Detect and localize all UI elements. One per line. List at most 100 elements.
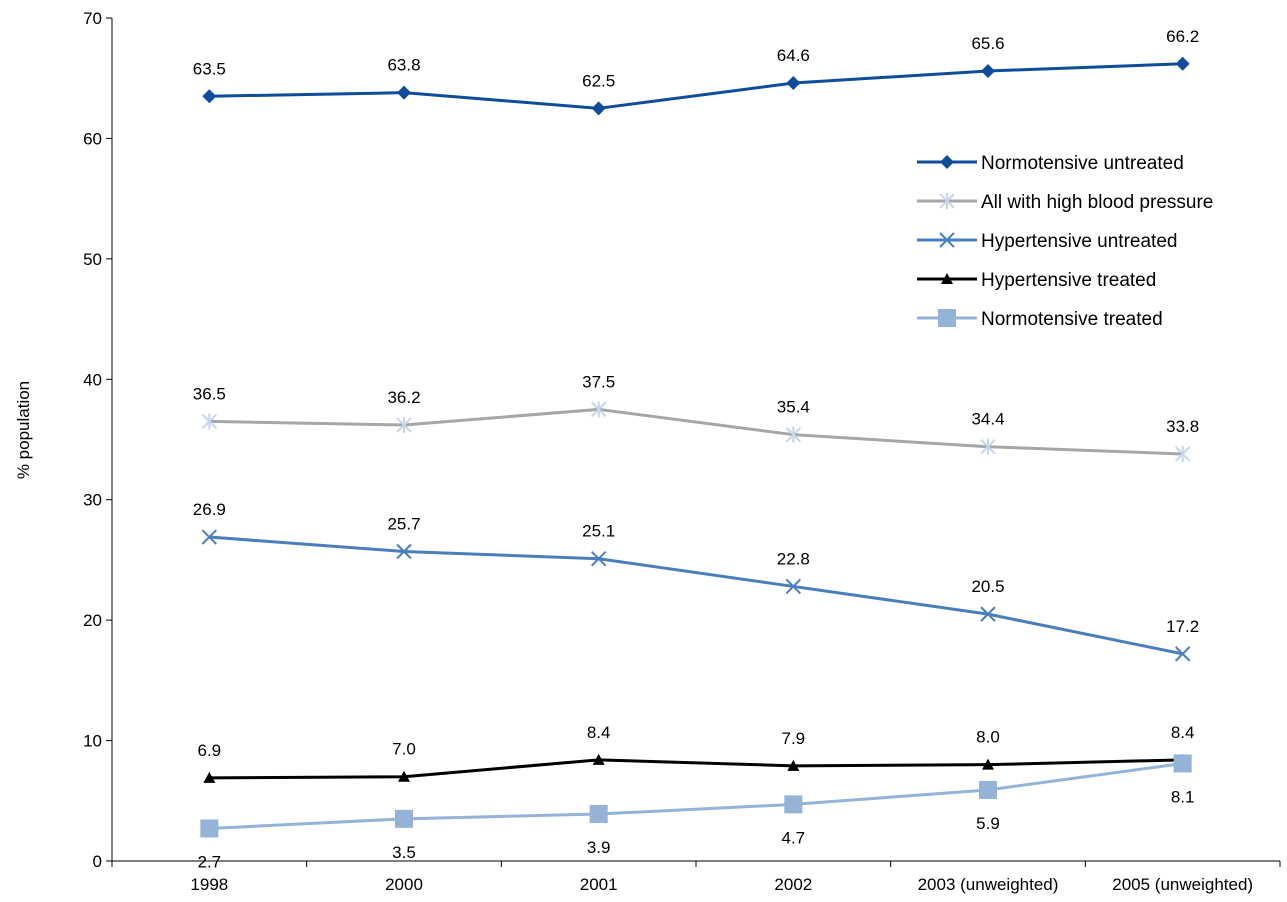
data-label-normotensive-untreated-2002: 64.6 (777, 46, 810, 65)
point-hypertensive-untreated-2000 (396, 543, 412, 560)
y-axis-title: % population (14, 381, 33, 479)
series-line-hypertensive-untreated (209, 535, 1183, 656)
legend-item-hypertensive-treated: Hypertensive treated (917, 270, 1156, 291)
data-label-hypertensive-untreated-2005-unweighted: 17.2 (1166, 617, 1199, 636)
data-label-all-with-high-blood-pressure-1998: 36.5 (193, 384, 226, 403)
point-normotensive-untreated-2000 (397, 85, 411, 100)
point-hypertensive-treated-2001 (592, 753, 605, 765)
point-normotensive-untreated-2002 (786, 76, 801, 91)
legend-marker-all-with-high-blood-pressure (939, 193, 955, 209)
x-tick-label-2000: 2000 (385, 875, 423, 894)
data-label-hypertensive-treated-2002: 7.9 (782, 729, 806, 748)
data-label-normotensive-untreated-1998: 63.5 (193, 59, 226, 78)
point-normotensive-untreated-1998 (202, 89, 217, 104)
point-hypertensive-untreated-1998 (201, 529, 218, 545)
point-all-with-high-blood-pressure-2005-unweighted (1174, 445, 1191, 462)
data-label-normotensive-untreated-2003-unweighted: 65.6 (971, 34, 1004, 53)
series-line-normotensive-untreated (209, 62, 1183, 110)
legend-label-all-with-high-blood-pressure: All with high blood pressure (981, 192, 1213, 213)
legend: Normotensive untreated All with high bloo… (917, 153, 1213, 330)
point-normotensive-untreated-2001 (591, 101, 606, 116)
data-label-hypertensive-untreated-2001: 25.1 (582, 522, 615, 541)
data-label-hypertensive-untreated-2000: 25.7 (387, 514, 420, 533)
x-tick-label-2005-unweighted: 2005 (unweighted) (1112, 875, 1253, 894)
data-label-normotensive-treated-2005-unweighted: 8.1 (1171, 787, 1195, 806)
data-label-hypertensive-treated-2001: 8.4 (587, 723, 611, 742)
point-normotensive-treated-2005-unweighted (1173, 754, 1192, 773)
x-tick-label-1998: 1998 (190, 875, 228, 894)
point-hypertensive-untreated-2003-unweighted (980, 606, 996, 622)
x-tick-label-2003-unweighted: 2003 (unweighted) (918, 875, 1059, 894)
data-label-normotensive-treated-2000: 3.5 (392, 843, 416, 862)
legend-item-normotensive-untreated: Normotensive untreated (917, 153, 1184, 174)
legend-marker-hypertensive-treated (941, 273, 953, 284)
legend-marker-normotensive-untreated (940, 155, 954, 169)
data-label-hypertensive-treated-2003-unweighted: 8.0 (976, 728, 1000, 747)
legend-marker-normotensive-treated (938, 309, 956, 327)
data-label-normotensive-treated-2002: 4.7 (782, 828, 806, 847)
data-label-all-with-high-blood-pressure-2003-unweighted: 34.4 (971, 410, 1004, 429)
data-label-hypertensive-untreated-2002: 22.8 (777, 549, 810, 568)
y-tick-label: 60 (83, 129, 102, 148)
data-label-hypertensive-treated-2000: 7.0 (392, 740, 416, 759)
y-tick-label: 40 (83, 370, 102, 389)
y-tick-label: 0 (93, 852, 102, 871)
point-normotensive-untreated-2005-unweighted (1175, 56, 1190, 71)
y-tick-label: 30 (83, 491, 102, 510)
point-hypertensive-treated-2000 (398, 770, 410, 782)
data-label-normotensive-treated-2003-unweighted: 5.9 (976, 814, 1000, 833)
legend-item-all-with-high-blood-pressure: All with high blood pressure (917, 192, 1213, 213)
data-label-normotensive-untreated-2005-unweighted: 66.2 (1166, 27, 1199, 46)
legend-item-normotensive-treated: Normotensive treated (917, 309, 1163, 330)
series-line-all-with-high-blood-pressure (209, 407, 1183, 456)
y-tick-label: 10 (83, 732, 102, 751)
data-label-all-with-high-blood-pressure-2002: 35.4 (777, 398, 810, 417)
series-lines (209, 62, 1183, 830)
point-hypertensive-untreated-2001 (590, 551, 607, 567)
legend-marker-hypertensive-untreated (939, 232, 955, 248)
data-labels: 63.5 63.8 62.5 64.6 65.6 66.2 36.5 36.2 37.5 35.4… (193, 27, 1199, 872)
x-tick-label-2002: 2002 (774, 875, 812, 894)
data-label-hypertensive-untreated-1998: 26.9 (193, 500, 226, 519)
point-all-with-high-blood-pressure-2001 (590, 401, 607, 418)
legend-label-hypertensive-treated: Hypertensive treated (981, 270, 1156, 291)
data-label-all-with-high-blood-pressure-2005-unweighted: 33.8 (1166, 417, 1199, 436)
series-line-hypertensive-treated (209, 758, 1183, 780)
point-all-with-high-blood-pressure-2003-unweighted (980, 438, 996, 455)
data-label-normotensive-treated-1998: 2.7 (198, 852, 222, 871)
series-line-normotensive-treated (209, 761, 1183, 830)
data-label-all-with-high-blood-pressure-2001: 37.5 (582, 372, 615, 391)
legend-label-normotensive-treated: Normotensive treated (981, 309, 1163, 330)
point-hypertensive-untreated-2002 (785, 578, 802, 595)
x-tick-label-2001: 2001 (580, 875, 618, 894)
y-tick-label: 70 (83, 9, 102, 28)
y-tick-label: 20 (83, 611, 102, 630)
series-markers (200, 56, 1192, 838)
axes: 0 10 20 30 40 50 60 70 1998 2000 2001 2002 2003 (unw… (83, 9, 1281, 894)
data-label-normotensive-untreated-2001: 62.5 (582, 71, 615, 90)
data-label-all-with-high-blood-pressure-2000: 36.2 (387, 388, 420, 407)
point-hypertensive-untreated-2005-unweighted (1174, 646, 1191, 662)
point-normotensive-treated-2002 (784, 795, 803, 814)
point-normotensive-untreated-2003-unweighted (981, 63, 995, 78)
point-all-with-high-blood-pressure-1998 (201, 413, 218, 430)
data-label-hypertensive-treated-1998: 6.9 (198, 741, 222, 760)
point-normotensive-treated-2003-unweighted (979, 780, 997, 799)
data-label-hypertensive-treated-2005-unweighted: 8.4 (1171, 723, 1195, 742)
point-normotensive-treated-2000 (395, 809, 413, 828)
data-label-normotensive-untreated-2000: 63.8 (387, 56, 420, 75)
point-hypertensive-treated-2003-unweighted (982, 758, 994, 770)
point-all-with-high-blood-pressure-2002 (785, 426, 802, 443)
data-label-normotensive-treated-2001: 3.9 (587, 838, 611, 857)
point-hypertensive-treated-1998 (203, 771, 216, 783)
point-all-with-high-blood-pressure-2000 (396, 417, 412, 434)
y-tick-label: 50 (83, 250, 102, 269)
legend-item-hypertensive-untreated: Hypertensive untreated (917, 231, 1177, 252)
point-hypertensive-treated-2002 (787, 759, 800, 771)
data-label-hypertensive-untreated-2003-unweighted: 20.5 (971, 577, 1004, 596)
point-normotensive-treated-1998 (200, 819, 219, 838)
legend-label-normotensive-untreated: Normotensive untreated (981, 153, 1184, 174)
legend-label-hypertensive-untreated: Hypertensive untreated (981, 231, 1177, 252)
point-normotensive-treated-2001 (589, 805, 608, 824)
